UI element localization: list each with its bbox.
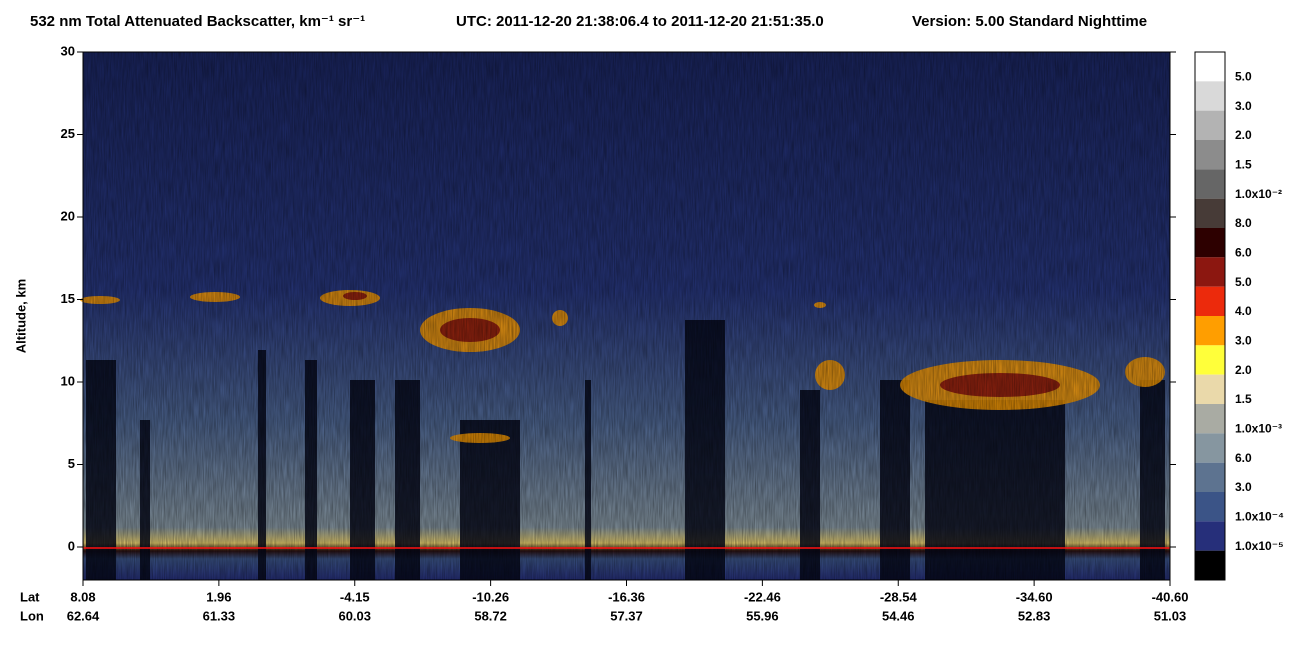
colorbar-bin (1195, 316, 1225, 346)
colorbar-bin (1195, 169, 1225, 199)
y-tick-label: 15 (61, 291, 75, 306)
colorbar-bin (1195, 140, 1225, 170)
lon-label: 62.64 (67, 608, 100, 623)
colorbar-bin (1195, 521, 1225, 551)
lat-label: -22.46 (744, 589, 781, 604)
colorbar-label: 2.0 (1235, 363, 1252, 377)
y-tick-label: 25 (61, 126, 75, 141)
lon-label: 57.37 (610, 608, 643, 623)
x-row-label: Lon (20, 608, 44, 623)
colorbar-frame (1194, 51, 1226, 581)
lat-label: -34.60 (1016, 589, 1053, 604)
colorbar-bin (1195, 52, 1225, 82)
colorbar-label: 8.0 (1235, 216, 1252, 230)
lat-label: 1.96 (206, 589, 231, 604)
colorbar-bin (1195, 81, 1225, 111)
lon-label: 54.46 (882, 608, 915, 623)
colorbar-label: 2.0 (1235, 128, 1252, 142)
colorbar-bin (1195, 110, 1225, 140)
colorbar-label: 1.0x10⁻⁴ (1235, 510, 1284, 524)
lon-label: 51.03 (1154, 608, 1187, 623)
y-tick-label: 30 (61, 43, 75, 58)
y-tick-label: 0 (68, 538, 75, 553)
colorbar-bin (1195, 286, 1225, 316)
colorbar-label: 4.0 (1235, 304, 1252, 318)
colorbar-bin (1195, 257, 1225, 287)
colorbar-label: 3.0 (1235, 480, 1252, 494)
lat-label: -40.60 (1152, 589, 1189, 604)
colorbar-label: 6.0 (1235, 451, 1252, 465)
lon-label: 60.03 (338, 608, 371, 623)
lat-label: -28.54 (880, 589, 918, 604)
colorbar-label: 1.0x10⁻³ (1235, 422, 1282, 436)
lat-label: 8.08 (70, 589, 95, 604)
colorbar-bin (1195, 228, 1225, 258)
lon-label: 52.83 (1018, 608, 1051, 623)
colorbar-bin (1195, 433, 1225, 463)
lon-label: 58.72 (474, 608, 507, 623)
lat-label: -16.36 (608, 589, 645, 604)
colorbar-label: 1.5 (1235, 392, 1252, 406)
colorbar-label: 3.0 (1235, 334, 1252, 348)
colorbar-bin (1195, 550, 1225, 580)
x-row-label: Lat (20, 589, 40, 604)
colorbar-label: 5.0 (1235, 70, 1252, 84)
colorbar-label: 6.0 (1235, 246, 1252, 260)
chart-title: 532 nm Total Attenuated Backscatter, km⁻… (30, 13, 365, 30)
colorbar-label: 1.5 (1235, 158, 1252, 172)
y-tick-label: 20 (61, 208, 75, 223)
curtain-image (80, 51, 1171, 581)
colorbar-bin (1195, 345, 1225, 375)
version: Version: 5.00 Standard Nighttime (912, 13, 1147, 30)
lon-label: 61.33 (203, 608, 236, 623)
lon-label: 55.96 (746, 608, 779, 623)
colorbar-bin (1195, 404, 1225, 434)
colorbar-bin (1195, 374, 1225, 404)
colorbar-bin (1195, 198, 1225, 228)
lat-label: -10.26 (472, 589, 509, 604)
colorbar-bin (1195, 462, 1225, 492)
utc-range: UTC: 2011-12-20 21:38:06.4 to 2011-12-20… (456, 13, 824, 30)
lat-label: -4.15 (340, 589, 370, 604)
y-axis-label: Altitude, km (13, 279, 28, 353)
colorbar-label: 3.0 (1235, 99, 1252, 113)
y-tick-label: 10 (61, 373, 75, 388)
colorbar-label: 1.0x10⁻⁵ (1235, 539, 1284, 553)
y-tick-label: 5 (68, 456, 75, 471)
colorbar-label: 1.0x10⁻² (1235, 187, 1282, 201)
colorbar-bin (1195, 492, 1225, 522)
colorbar-label: 5.0 (1235, 275, 1252, 289)
